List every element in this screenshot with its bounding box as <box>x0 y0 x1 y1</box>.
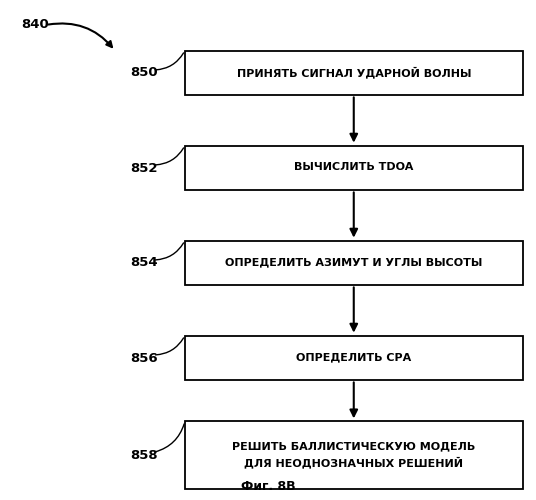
Text: 856: 856 <box>130 352 158 364</box>
Bar <box>185 50 523 94</box>
Text: Фиг. 8В: Фиг. 8В <box>241 480 295 492</box>
Text: РЕШИТЬ БАЛЛИСТИЧЕСКУЮ МОДЕЛЬ
ДЛЯ НЕОДНОЗНАЧНЫХ РЕШЕНИЙ: РЕШИТЬ БАЛЛИСТИЧЕСКУЮ МОДЕЛЬ ДЛЯ НЕОДНОЗ… <box>232 442 475 468</box>
Bar <box>185 240 523 284</box>
Bar <box>185 336 523 380</box>
Text: 850: 850 <box>130 66 158 80</box>
Text: 858: 858 <box>130 449 158 462</box>
Text: ПРИНЯТЬ СИГНАЛ УДАРНОЙ ВОЛНЫ: ПРИНЯТЬ СИГНАЛ УДАРНОЙ ВОЛНЫ <box>236 66 471 78</box>
Text: 852: 852 <box>131 162 158 174</box>
Text: ОПРЕДЕЛИТЬ СРА: ОПРЕДЕЛИТЬ СРА <box>296 352 412 362</box>
Text: 840: 840 <box>21 18 49 30</box>
Text: 854: 854 <box>130 256 158 270</box>
Bar <box>185 146 523 190</box>
Bar <box>185 421 523 489</box>
Text: ВЫЧИСЛИТЬ TDOA: ВЫЧИСЛИТЬ TDOA <box>294 162 413 172</box>
Text: ОПРЕДЕЛИТЬ АЗИМУТ И УГЛЫ ВЫСОТЫ: ОПРЕДЕЛИТЬ АЗИМУТ И УГЛЫ ВЫСОТЫ <box>225 258 482 268</box>
